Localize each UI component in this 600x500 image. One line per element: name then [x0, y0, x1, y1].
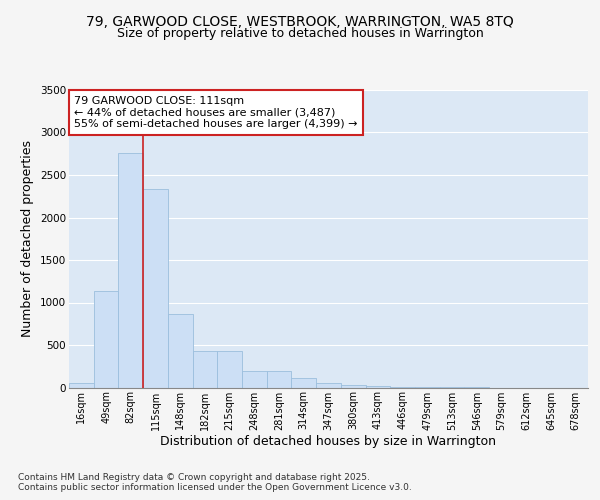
- Text: Size of property relative to detached houses in Warrington: Size of property relative to detached ho…: [116, 26, 484, 40]
- Y-axis label: Number of detached properties: Number of detached properties: [22, 140, 34, 337]
- Bar: [390, 386, 415, 388]
- Bar: [143, 190, 168, 388]
- Text: Contains public sector information licensed under the Open Government Licence v3: Contains public sector information licen…: [18, 484, 412, 492]
- Bar: [94, 292, 118, 388]
- Bar: [168, 314, 193, 388]
- Text: Contains HM Land Registry data © Crown copyright and database right 2025.: Contains HM Land Registry data © Crown c…: [18, 472, 370, 482]
- Bar: [242, 371, 267, 388]
- Text: 79 GARWOOD CLOSE: 111sqm
← 44% of detached houses are smaller (3,487)
55% of sem: 79 GARWOOD CLOSE: 111sqm ← 44% of detach…: [74, 96, 358, 129]
- Bar: [193, 351, 217, 388]
- Bar: [365, 386, 390, 388]
- X-axis label: Distribution of detached houses by size in Warrington: Distribution of detached houses by size …: [161, 435, 497, 448]
- Text: 79, GARWOOD CLOSE, WESTBROOK, WARRINGTON, WA5 8TQ: 79, GARWOOD CLOSE, WESTBROOK, WARRINGTON…: [86, 15, 514, 29]
- Bar: [292, 378, 316, 388]
- Bar: [267, 371, 292, 388]
- Bar: [341, 385, 365, 388]
- Bar: [217, 351, 242, 388]
- Bar: [316, 383, 341, 388]
- Bar: [69, 383, 94, 388]
- Bar: [118, 153, 143, 388]
